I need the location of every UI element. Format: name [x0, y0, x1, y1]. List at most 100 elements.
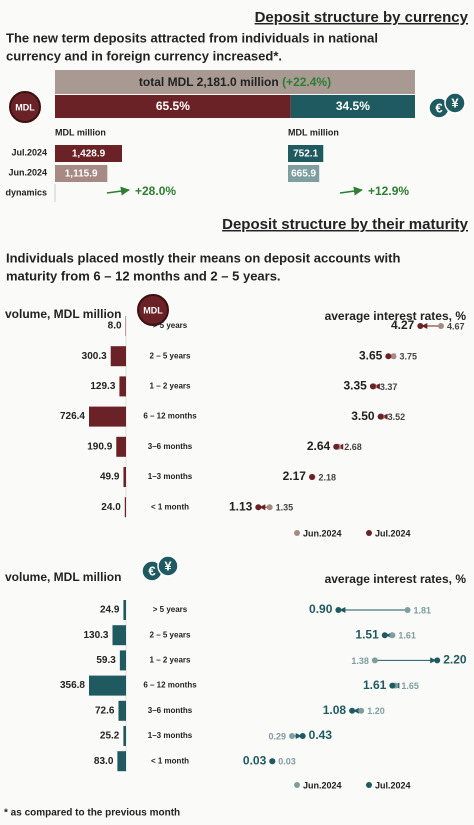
share-bar [55, 95, 291, 118]
volume-label: 356.8 [60, 680, 85, 691]
share-bar [290, 95, 415, 118]
euro-symbol: € [435, 100, 442, 115]
change-arrow [339, 186, 363, 196]
rate-label-jun: 1.35 [276, 503, 294, 513]
mdl-icon [9, 91, 41, 123]
rate-label-jul: 2.20 [443, 653, 467, 667]
legend-label: Jul.2024 [375, 780, 411, 790]
category-label: 3–6 months [148, 706, 193, 715]
rate-label-jun: 3.52 [388, 412, 406, 422]
rate-label-jul: 0.90 [309, 602, 333, 616]
rate-dot-jun [389, 632, 396, 639]
value-label: 665.9 [291, 169, 316, 180]
rate-dot-jun [358, 707, 365, 714]
category-label: 2 – 5 years [150, 351, 191, 360]
share-label: 34.5% [336, 99, 370, 113]
volume-bar [124, 497, 126, 518]
volume-bar [118, 700, 126, 721]
mdl-icon-label: MDL [15, 102, 35, 112]
total-change: (+22.4%) [282, 75, 331, 89]
category-label: 1 – 2 years [150, 382, 191, 391]
rate-dot-jul [335, 607, 342, 613]
rate-dot-jul [385, 353, 392, 360]
volume-bar [110, 346, 126, 367]
value-label: 1,428.9 [72, 149, 106, 160]
rate-dot-jul [255, 504, 262, 511]
rate-label-jun: 0.03 [278, 757, 296, 767]
category-label: < 1 month [151, 502, 189, 511]
rate-arrowhead [295, 733, 302, 739]
rate-dot-jul [381, 632, 388, 639]
volume-bar [112, 625, 126, 646]
total-bar [55, 70, 415, 94]
rate-dot-jul [269, 758, 276, 765]
rate-label-jul: 3.35 [344, 379, 368, 393]
category-label: 6 – 12 months [143, 681, 197, 690]
rate-dot-jul [369, 383, 376, 390]
rate-label-jun: 3.75 [400, 352, 418, 362]
change-label: +12.9% [368, 184, 409, 198]
rate-dot-jul [349, 707, 356, 714]
rate-dot-jun [437, 323, 444, 329]
volume-label: 24.9 [100, 605, 120, 616]
description: maturity from 6 – 12 months and 2 – 5 ye… [6, 268, 281, 283]
legend-dot [366, 782, 372, 788]
unit-label: MDL million [55, 127, 106, 137]
row-label: Jun.2024 [8, 167, 47, 177]
volume-label: 72.6 [95, 705, 115, 716]
volume-bar [119, 376, 126, 397]
value-bar [55, 145, 122, 162]
rate-arrowhead [353, 707, 360, 714]
share-label: 65.5% [156, 99, 190, 113]
rate-dot-jul [417, 323, 424, 329]
volume-label: 190.9 [87, 441, 112, 452]
value-bar [288, 165, 320, 182]
yen-icon [157, 555, 179, 577]
section-title: Deposit structure by currency [255, 9, 469, 26]
rate-label-jul: 1.08 [323, 703, 347, 717]
change-label: +28.0% [135, 184, 176, 198]
rate-label-jul: 0.03 [243, 753, 267, 767]
mdl-icon [137, 294, 169, 326]
volume-title: volume, MDL million [5, 570, 121, 584]
volume-bar [123, 467, 126, 487]
rate-label-jun: 1.38 [351, 656, 369, 666]
value-label: 752.1 [293, 149, 318, 160]
rate-label-jul: 1.13 [229, 499, 253, 513]
category-label: 1 – 2 years [150, 656, 191, 665]
rate-label-jul: 1.51 [355, 627, 379, 641]
rate-dot-jul [308, 474, 315, 480]
volume-bar [117, 751, 126, 772]
volume-bar [89, 406, 126, 427]
volume-label: 8.0 [108, 321, 122, 332]
rate-dot-jun [289, 733, 296, 739]
rate-dot-jul [389, 682, 396, 689]
row-label: Jul.2024 [11, 147, 47, 157]
rate-label-jun: 0.29 [269, 731, 287, 741]
rate-label-jun: 1.20 [367, 706, 385, 716]
subtitle: The new term deposits attracted from ind… [6, 30, 378, 45]
rate-dot-jun [404, 607, 411, 613]
section-title: Deposit structure by their maturity [222, 216, 469, 233]
volume-label: 129.3 [90, 381, 115, 392]
volume-label: 83.0 [94, 756, 114, 767]
rate-dot-jul [434, 657, 441, 664]
rate-arrowhead [421, 323, 428, 329]
volume-bar [123, 600, 126, 620]
rates-title: average interest rates, % [325, 309, 467, 323]
value-label: 1,115.9 [65, 169, 98, 180]
category-label: 1–3 months [148, 731, 193, 740]
rate-label-jun: 1.81 [414, 605, 432, 615]
volume-label: 59.3 [96, 655, 116, 666]
rate-dot-jun [390, 353, 397, 360]
volume-bar [119, 650, 126, 671]
rate-label-jul: 3.65 [359, 348, 383, 362]
volume-label: 300.3 [82, 351, 107, 362]
value-bar [55, 165, 108, 182]
rate-label-jun: 2.18 [318, 472, 336, 482]
volume-label: 130.3 [83, 630, 108, 641]
legend-dot [294, 530, 300, 536]
yen-symbol: ¥ [164, 558, 172, 573]
rate-label-jun: 2.68 [344, 442, 362, 452]
